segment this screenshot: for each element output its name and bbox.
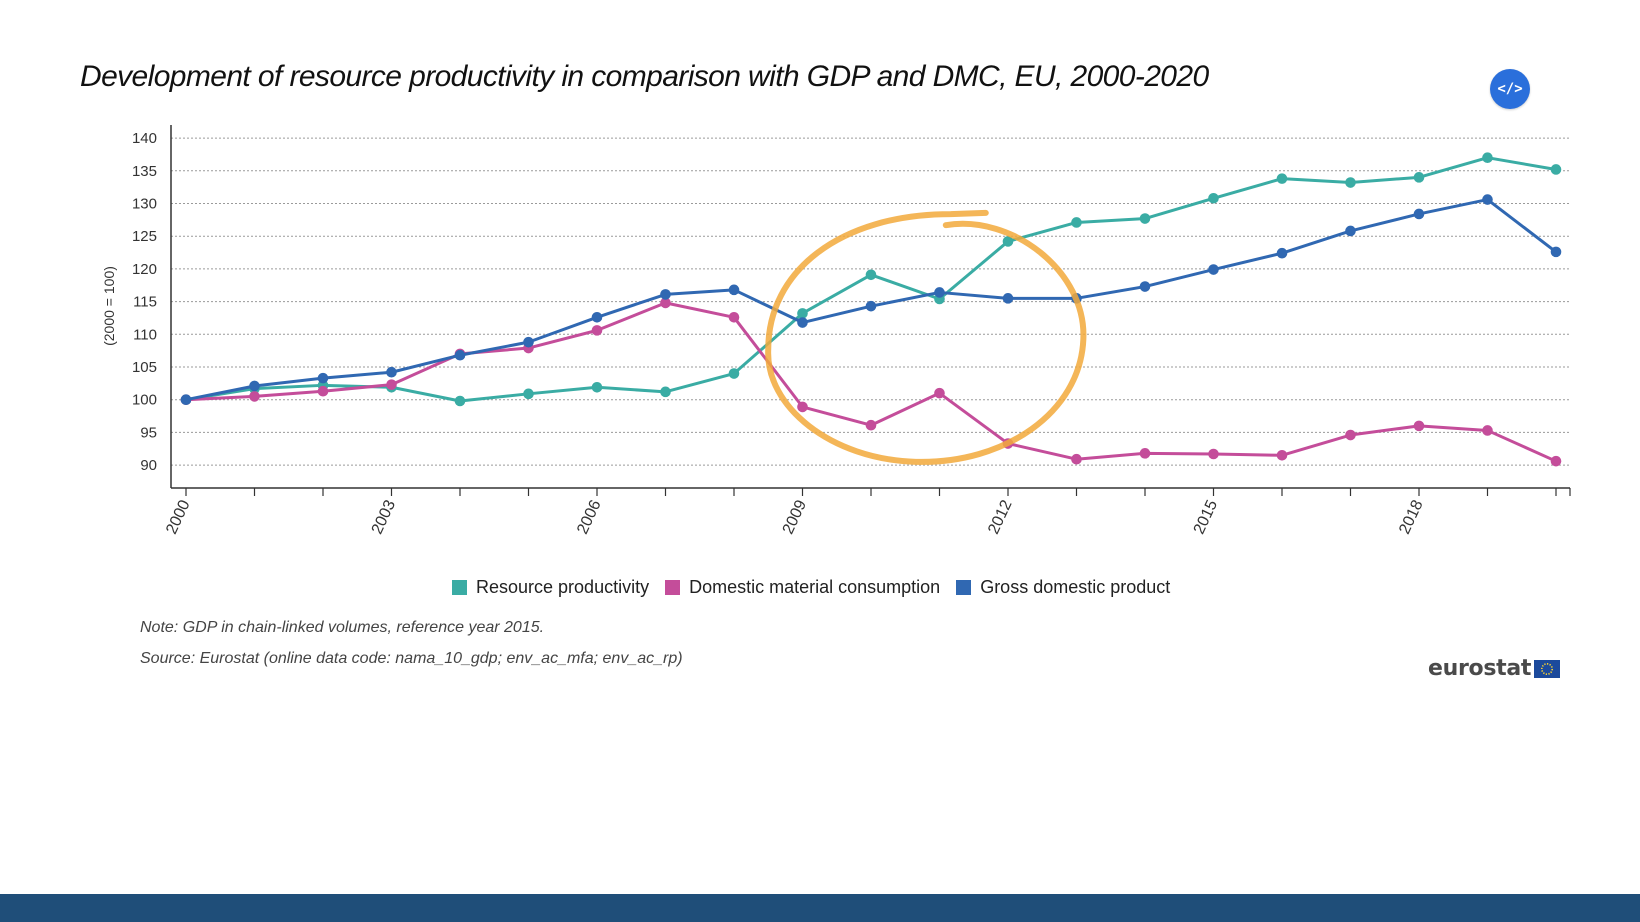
data-point-gross-domestic-product[interactable] [591, 311, 603, 323]
data-point-domestic-material-consumption[interactable] [797, 401, 808, 413]
data-point-domestic-material-consumption[interactable] [1413, 420, 1425, 432]
data-point-resource-productivity[interactable] [1139, 213, 1151, 224]
data-point-domestic-material-consumption[interactable] [386, 379, 397, 390]
series-lines [180, 152, 1562, 467]
data-point-domestic-material-consumption[interactable] [1550, 455, 1562, 467]
data-point-domestic-material-consumption[interactable] [249, 391, 260, 402]
line-chart: 90 95 100 105 110 115 120 125 130 135 140 2000 2003… [101, 125, 1571, 537]
data-point-gross-domestic-product[interactable] [1345, 225, 1356, 237]
data-point-gross-domestic-product[interactable] [249, 380, 260, 392]
data-point-resource-productivity[interactable] [660, 386, 671, 398]
data-point-domestic-material-consumption[interactable] [1345, 429, 1356, 441]
data-point-gross-domestic-product[interactable] [728, 284, 740, 296]
data-point-resource-productivity[interactable] [728, 368, 740, 379]
axes [170, 125, 1571, 496]
data-point-gross-domestic-product[interactable] [865, 300, 877, 312]
data-point-gross-domestic-product[interactable] [523, 336, 534, 348]
eu-flag-icon [1534, 659, 1561, 678]
x-tick-label: 2009 [780, 497, 810, 537]
y-tick-label: 110 [133, 326, 157, 343]
y-tick-label: 140 [132, 130, 157, 147]
chart-title: Development of resource productivity in … [80, 60, 1209, 93]
x-tick-label: 2006 [574, 497, 604, 537]
x-tick-label: 2003 [369, 497, 399, 537]
data-point-gross-domestic-product[interactable] [454, 349, 466, 361]
eurostat-logo: eurostat [1428, 656, 1561, 681]
y-tick-label: 125 [132, 228, 157, 245]
data-point-resource-productivity[interactable] [454, 395, 466, 407]
data-point-gross-domestic-product[interactable] [386, 366, 397, 378]
data-point-resource-productivity[interactable] [1482, 152, 1493, 164]
data-point-gross-domestic-product[interactable] [1550, 246, 1562, 258]
data-point-domestic-material-consumption[interactable] [660, 297, 671, 309]
data-point-gross-domestic-product[interactable] [1413, 208, 1425, 220]
highlight-ellipse [765, 209, 1087, 465]
logo-text: eurostat [1428, 656, 1532, 681]
data-point-gross-domestic-product[interactable] [1002, 293, 1014, 304]
data-point-domestic-material-consumption[interactable] [1482, 425, 1493, 436]
data-point-domestic-material-consumption[interactable] [865, 419, 877, 431]
data-point-resource-productivity[interactable] [1550, 164, 1562, 175]
data-point-resource-productivity[interactable] [1071, 217, 1082, 228]
data-point-gross-domestic-product[interactable] [1276, 247, 1288, 259]
legend-item-gross-domestic-product[interactable]: Gross domestic product [956, 577, 1170, 598]
legend-item-resource-productivity[interactable]: Resource productivity [452, 577, 649, 598]
data-point-domestic-material-consumption[interactable] [591, 325, 603, 336]
data-point-resource-productivity[interactable] [1276, 173, 1288, 184]
legend-label: Domestic material consumption [689, 577, 941, 597]
data-point-resource-productivity[interactable] [1208, 192, 1219, 204]
y-tick-label: 100 [132, 392, 157, 409]
data-point-domestic-material-consumption[interactable] [728, 311, 740, 323]
legend-item-domestic-material-consumption[interactable]: Domestic material consumption [665, 577, 940, 598]
legend-swatch [956, 580, 972, 595]
data-point-gross-domestic-product[interactable] [660, 289, 671, 300]
data-point-domestic-material-consumption[interactable] [317, 385, 329, 397]
y-tick-labels: 90 95 100 105 110 115 120 125 130 135 140 [132, 130, 157, 474]
chart-note: Note: GDP in chain-linked volumes, refer… [140, 619, 545, 636]
data-point-domestic-material-consumption[interactable] [934, 387, 945, 399]
data-point-resource-productivity[interactable] [1002, 236, 1014, 247]
x-tick-label: 2012 [985, 497, 1015, 537]
data-point-domestic-material-consumption[interactable] [1208, 448, 1219, 460]
data-point-gross-domestic-product[interactable] [934, 287, 945, 298]
highlight-annotation [765, 209, 1087, 465]
data-point-domestic-material-consumption[interactable] [1071, 453, 1082, 465]
y-tick-label: 105 [132, 359, 157, 376]
y-tick-label: 95 [140, 424, 157, 441]
data-point-gross-domestic-product[interactable] [1139, 281, 1151, 292]
x-tick-label: 2015 [1191, 497, 1221, 537]
data-point-resource-productivity[interactable] [797, 308, 808, 319]
data-point-domestic-material-consumption[interactable] [1276, 449, 1288, 461]
data-point-gross-domestic-product[interactable] [317, 372, 329, 384]
legend-label: Gross domestic product [980, 577, 1171, 597]
data-point-resource-productivity[interactable] [1413, 172, 1425, 183]
data-point-resource-productivity[interactable] [1345, 177, 1356, 188]
data-point-resource-productivity[interactable] [591, 381, 603, 393]
y-tick-label: 135 [132, 163, 157, 180]
x-tick-label: 2000 [163, 497, 193, 537]
data-point-domestic-material-consumption[interactable] [1139, 448, 1151, 459]
data-point-resource-productivity[interactable] [523, 388, 534, 400]
x-tick-labels: 2000 2003 2006 2009 2012 2015 2018 [163, 497, 1426, 537]
legend-swatch [665, 580, 681, 595]
y-axis-label: (2000 = 100) [101, 266, 117, 346]
y-tick-label: 120 [132, 261, 157, 278]
data-point-gross-domestic-product[interactable] [1482, 194, 1493, 205]
data-point-gross-domestic-product[interactable] [180, 394, 192, 406]
data-point-gross-domestic-product[interactable] [1208, 264, 1219, 275]
footer-bar [0, 894, 1640, 922]
chart-source: Source: Eurostat (online data code: nama… [140, 650, 683, 667]
legend-swatch [452, 580, 467, 595]
y-tick-label: 115 [133, 294, 157, 311]
legend-label: Resource productivity [476, 577, 650, 597]
chart-legend: Resource productivity Domestic material … [452, 577, 1170, 598]
data-point-gross-domestic-product[interactable] [797, 317, 808, 328]
y-tick-label: 90 [140, 457, 157, 474]
data-point-resource-productivity[interactable] [865, 269, 877, 281]
x-tick-label: 2018 [1396, 497, 1426, 537]
embed-code-button[interactable]: </> [1490, 69, 1530, 109]
y-tick-label: 130 [132, 195, 157, 212]
